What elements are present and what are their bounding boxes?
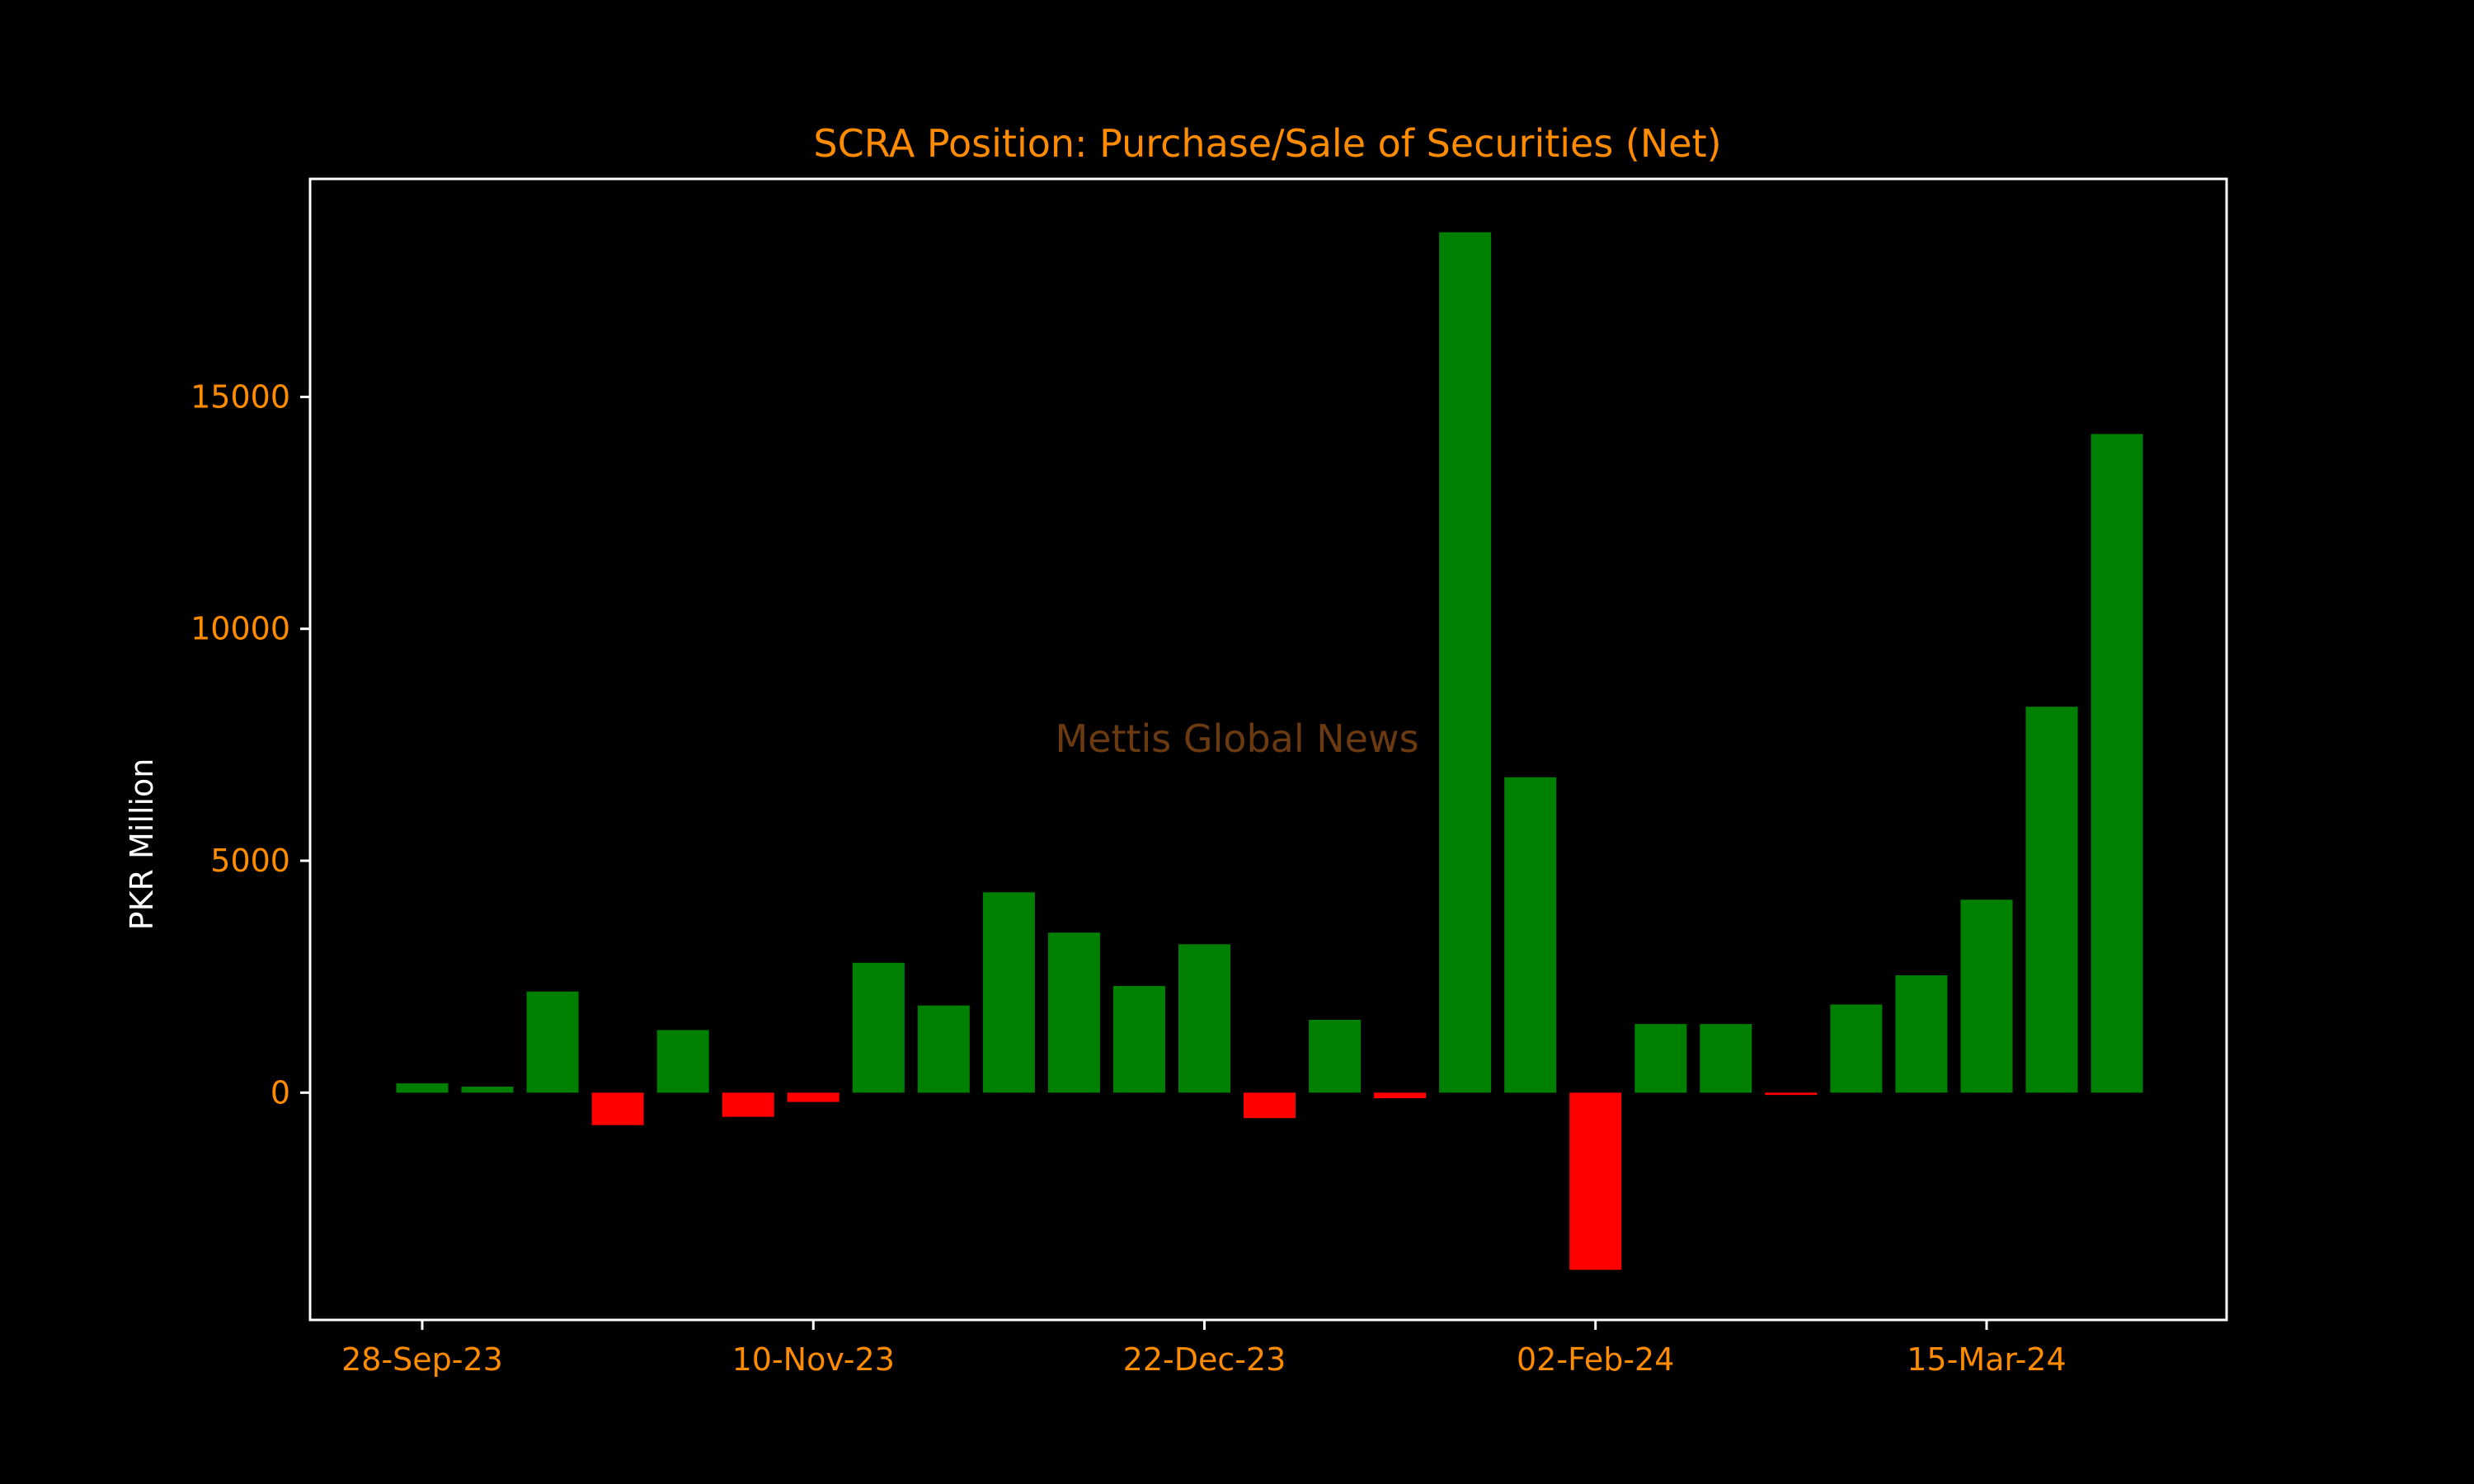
y-tick-label: 5000 [210, 843, 290, 879]
bar [1244, 1092, 1296, 1119]
chart-title: SCRA Position: Purchase/Sale of Securiti… [813, 121, 1721, 166]
bar [656, 1030, 709, 1093]
bar [1439, 232, 1492, 1093]
bar [1047, 932, 1100, 1093]
bar [2091, 434, 2143, 1093]
bar [1700, 1024, 1752, 1093]
bar [1895, 975, 1948, 1093]
bar [461, 1087, 514, 1093]
y-ticks: 0 5000 10000 15000 [190, 378, 310, 1111]
x-tick-label: 10-Nov-23 [732, 1341, 895, 1378]
bar [1960, 899, 2013, 1093]
bar [1504, 777, 1557, 1093]
plot-frame [308, 177, 2228, 1322]
bar [1112, 985, 1165, 1093]
x-ticks: 28-Sep-23 10-Nov-23 22-Dec-23 02-Feb-24 15-M… [341, 1320, 2067, 1378]
bar [1634, 1024, 1687, 1093]
bar [722, 1092, 774, 1117]
bar [1178, 944, 1230, 1093]
y-tick-label: 10000 [190, 611, 290, 647]
bar [917, 1005, 970, 1093]
x-tick-label: 02-Feb-24 [1517, 1341, 1674, 1378]
y-tick-label: 0 [270, 1074, 290, 1111]
bar [852, 962, 905, 1093]
bar [1374, 1092, 1427, 1099]
bar [1569, 1092, 1622, 1270]
x-tick-label: 15-Mar-24 [1907, 1341, 2066, 1378]
x-tick-label: 22-Dec-23 [1123, 1341, 1286, 1378]
bar [982, 892, 1035, 1093]
bar [1765, 1092, 1818, 1096]
bar [2025, 707, 2078, 1093]
bar [526, 991, 579, 1093]
x-tick-label: 28-Sep-23 [341, 1341, 503, 1378]
bar [396, 1083, 449, 1093]
bars-layer [396, 232, 2143, 1270]
y-tick-label: 15000 [190, 378, 290, 415]
bar [787, 1092, 840, 1102]
bar [1309, 1020, 1362, 1093]
bar [591, 1092, 644, 1125]
bar [1830, 1004, 1883, 1093]
watermark: Mettis Global News [1055, 716, 1418, 761]
y-axis-label: PKR Million [124, 758, 160, 931]
